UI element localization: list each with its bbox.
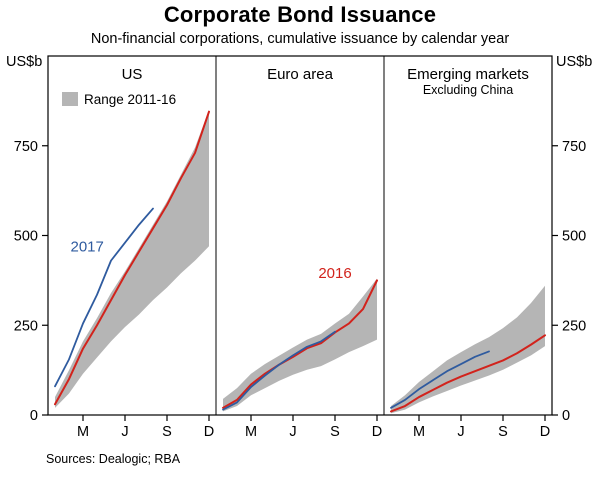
panel-title-1: Euro area [267, 66, 334, 83]
line-2017-panel-2 [390, 350, 490, 409]
line-2017-panel-0 [54, 207, 154, 388]
label-2016: 2016 [318, 265, 351, 282]
range-band-0 [55, 109, 209, 408]
xtick-label-2-D: D [540, 424, 550, 440]
ytick-label-left-750: 750 [14, 139, 38, 155]
xtick-label-2-M: M [413, 424, 425, 440]
label-2017: 2017 [71, 238, 104, 255]
xtick-label-2-J: J [457, 424, 464, 440]
unit-label-right: US$b [556, 54, 592, 70]
ytick-label-left-0: 0 [30, 408, 38, 424]
ytick-label-right-0: 0 [562, 408, 570, 424]
xtick-label-1-S: S [330, 424, 340, 440]
sources-note: Sources: Dealogic; RBA [46, 452, 181, 466]
panel-subtitle-2: Excluding China [423, 83, 513, 97]
xtick-label-1-J: J [289, 424, 296, 440]
line-2016-panel-0 [54, 110, 210, 406]
panel-title-2: Emerging markets [407, 66, 529, 83]
range-band-2 [391, 285, 545, 414]
line-2016-panel-2 [390, 334, 546, 413]
line-2017-panel-1 [222, 330, 336, 411]
xtick-label-0-S: S [162, 424, 172, 440]
xtick-label-2-S: S [498, 424, 508, 440]
ytick-label-right-500: 500 [562, 229, 586, 245]
xtick-label-1-M: M [245, 424, 257, 440]
ytick-label-left-250: 250 [14, 318, 38, 334]
line-2016-panel-1 [222, 279, 378, 409]
chart-subtitle: Non-financial corporations, cumulative i… [90, 31, 510, 47]
chart-title: Corporate Bond Issuance [163, 2, 437, 27]
legend-label: Range 2011-16 [84, 92, 176, 107]
xtick-label-0-D: D [204, 424, 214, 440]
xtick-label-0-J: J [121, 424, 128, 440]
xtick-label-0-M: M [77, 424, 89, 440]
ytick-label-right-250: 250 [562, 318, 586, 334]
panel-title-0: US [122, 66, 143, 83]
ytick-label-left-500: 500 [14, 229, 38, 245]
xtick-label-1-D: D [372, 424, 382, 440]
unit-label-left: US$b [6, 54, 42, 70]
legend-swatch [62, 92, 78, 106]
ytick-label-right-750: 750 [562, 139, 586, 155]
